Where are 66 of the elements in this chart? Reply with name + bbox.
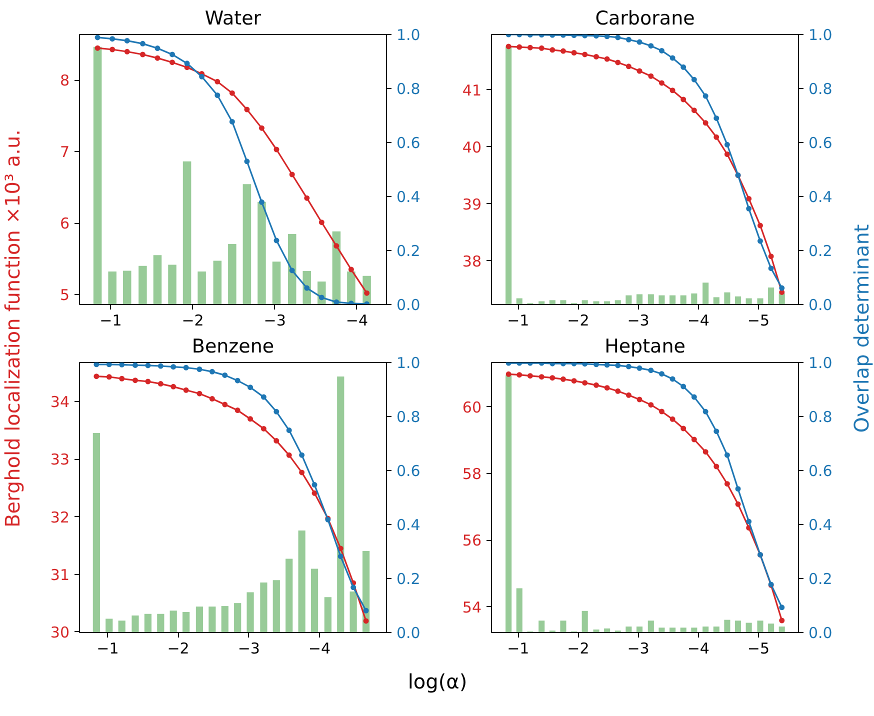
y2-tick-label: 0.0 — [396, 296, 420, 314]
y2-tick-label: 0.6 — [808, 134, 832, 152]
y-axis-title: Berghold localization function ×10³ a.u. — [0, 130, 24, 528]
x-tick-label: −1 — [100, 312, 122, 330]
y-tick-label: 40 — [462, 138, 482, 156]
y2-tick-label: 0.2 — [396, 570, 420, 588]
y-tick-label: 5 — [60, 286, 70, 304]
x-tick-label: −1 — [96, 640, 119, 658]
y2-tick-label: 0.0 — [808, 296, 832, 314]
y2-tick-label: 0.2 — [808, 242, 832, 260]
y2-tick-label: 0.4 — [808, 516, 832, 534]
y-tick-label: 54 — [462, 598, 482, 616]
y2-tick-label: 0.8 — [396, 408, 420, 426]
x-tick-label: −1 — [507, 640, 530, 658]
y-tick-label: 32 — [50, 508, 70, 526]
y2-tick-label: 1.0 — [808, 354, 832, 372]
y2-tick-label: 0.2 — [808, 570, 832, 588]
x-tick-label: −1 — [507, 312, 530, 330]
y-tick-label: 31 — [50, 566, 70, 584]
y-tick-label: 8 — [60, 72, 70, 90]
x-tick-label: −4 — [687, 640, 710, 658]
x-tick-label: −2 — [567, 312, 590, 330]
y2-tick-label: 0.4 — [808, 188, 832, 206]
x-tick-label: −4 — [308, 640, 331, 658]
y2-tick-label: 0.8 — [808, 80, 832, 98]
y2-tick-label: 0.8 — [808, 408, 832, 426]
x-tick-label: −3 — [238, 640, 260, 658]
y2-tick-label: 0.8 — [396, 80, 420, 98]
x-tick-label: −2 — [167, 640, 190, 658]
y2-tick-label: 1.0 — [396, 354, 420, 372]
y-tick-label: 6 — [60, 214, 70, 233]
y2-tick-label: 0.4 — [396, 188, 420, 206]
y-tick-label: 58 — [462, 465, 482, 483]
y2-tick-label: 0.6 — [808, 462, 832, 480]
y-tick-label: 39 — [462, 195, 482, 214]
y2-tick-label: 0.4 — [396, 516, 420, 534]
x-tick-label: −4 — [346, 312, 368, 330]
y2-tick-label: 0.6 — [396, 134, 420, 152]
y-tick-label: 34 — [50, 393, 70, 412]
y-tick-label: 30 — [50, 623, 70, 642]
y-tick-label: 60 — [462, 398, 482, 416]
x-tick-label: −5 — [747, 312, 770, 330]
chart-title: Water — [204, 8, 262, 30]
x-axis-title: log(α) — [408, 670, 468, 694]
y-tick-label: 7 — [60, 143, 70, 162]
x-tick-label: −4 — [687, 312, 710, 330]
y2-tick-label: 0.0 — [396, 624, 420, 642]
x-tick-label: −3 — [264, 312, 286, 330]
y2-tick-label: 0.2 — [396, 242, 420, 260]
chart-title: Carborane — [595, 8, 695, 30]
y2-axis-title: Overlap determinant — [850, 224, 874, 433]
y2-tick-label: 0.0 — [808, 624, 832, 642]
y2-tick-label: 1.0 — [396, 26, 420, 44]
x-tick-label: −2 — [567, 640, 590, 658]
chart-title: Benzene — [192, 336, 274, 358]
y-tick-label: 56 — [462, 532, 482, 550]
x-tick-label: −2 — [182, 312, 204, 330]
y-tick-label: 38 — [462, 252, 482, 270]
x-tick-label: −3 — [627, 312, 650, 330]
y2-tick-label: 1.0 — [808, 26, 832, 44]
y-tick-label: 33 — [50, 450, 70, 469]
x-tick-label: −5 — [747, 640, 770, 658]
y2-tick-label: 0.6 — [396, 462, 420, 480]
y-tick-label: 41 — [462, 81, 482, 100]
chart-title: Heptane — [604, 336, 686, 358]
x-tick-label: −3 — [627, 640, 650, 658]
